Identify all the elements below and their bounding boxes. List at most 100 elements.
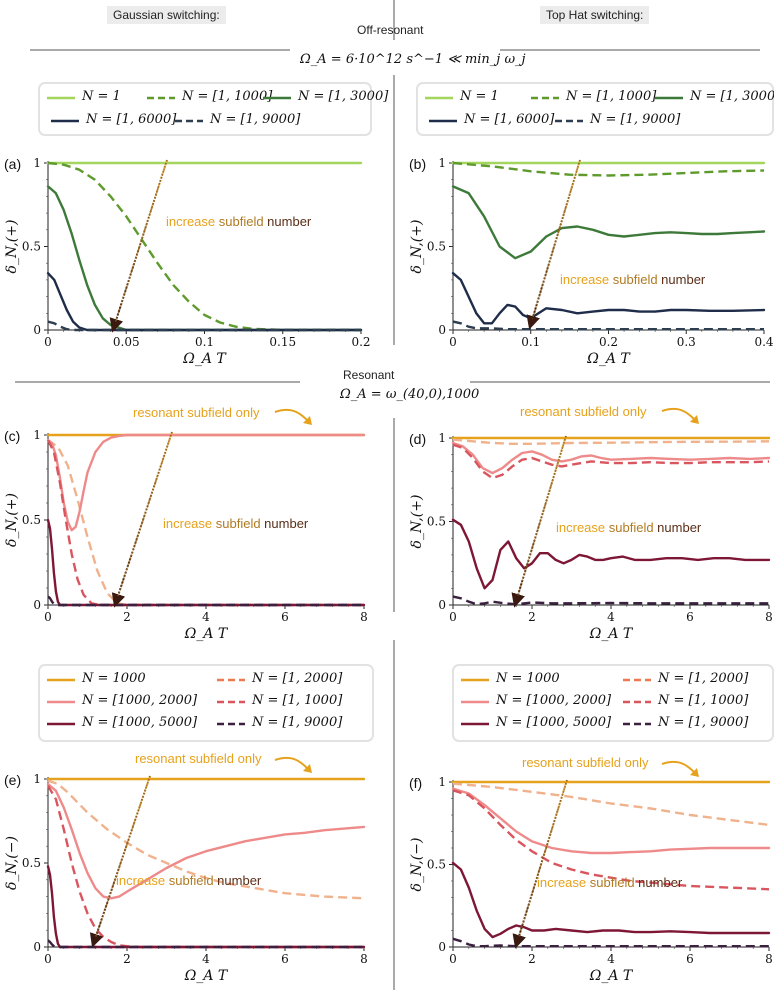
- x-tick-label: 8: [360, 952, 368, 966]
- panel-label: (f): [409, 775, 422, 791]
- legend-swatch: [217, 700, 245, 704]
- legend-label: N = [1, 2000]: [252, 671, 343, 686]
- increase-word: number: [654, 520, 702, 535]
- y-tick-label: 1: [33, 772, 41, 786]
- legend-label: N = [1, 1000]: [566, 89, 657, 104]
- y-tick-label: 0: [438, 940, 446, 954]
- x-tick-label: 4: [202, 952, 210, 966]
- legend-swatch: [217, 722, 245, 726]
- series-line: [47, 161, 361, 332]
- series-line: [451, 518, 771, 590]
- legend-top-left: N = 1 N = [1, 1000] N = [1, 3000] N = [1, 6…: [38, 82, 388, 136]
- resonant-subfield-text: resonant subfield only: [133, 405, 260, 420]
- arrow-line: [109, 159, 168, 333]
- x-tick-label: 0.15: [269, 335, 296, 349]
- y-tick-label: 0: [438, 323, 446, 337]
- x-tick-label: 4: [202, 610, 210, 624]
- x-tick-label: 0: [449, 952, 457, 966]
- y-axis-label: δ_N,(+): [409, 220, 425, 274]
- legend-label: N = 1: [82, 89, 121, 104]
- gaussian-switching-label: Gaussian switching:: [107, 6, 226, 24]
- legend-label: N = [1, 1000]: [252, 693, 343, 708]
- y-tick-label: 0: [438, 598, 446, 612]
- series-line: [451, 272, 766, 325]
- curved-arrow: [661, 407, 697, 422]
- y-tick-label: 0.5: [427, 515, 446, 529]
- panel-label: (d): [409, 431, 426, 447]
- y-tick-label: 0: [33, 323, 41, 337]
- legend-label: N = [1, 6000]: [86, 112, 177, 127]
- legend-label: N = [1, 9000]: [590, 112, 681, 127]
- chart-c: 0 2 4 6 8 0 0.5 1 Ω_A T δ_N,(+) (c): [4, 428, 368, 642]
- legend-swatch: [51, 119, 79, 123]
- x-axis-label: Ω_A T: [182, 351, 227, 367]
- series-line: [451, 185, 766, 260]
- increase-word: number: [214, 873, 262, 888]
- increase-word: increase: [166, 214, 215, 229]
- resonant-label: Resonant: [343, 368, 395, 382]
- chart-d: 0 2 4 6 8 0 0.5 1 Ω_A T δ_N,(+) (d): [409, 431, 773, 642]
- increase-word: subfield: [215, 214, 263, 229]
- x-tick-label: 0: [44, 335, 52, 349]
- panel-label: (b): [409, 156, 426, 172]
- chart-a: 0 0.05 0.1 0.15 0.2 0 0.5 1 Ω_A T δ_N,(+) (a): [4, 156, 371, 367]
- series-line: [47, 595, 364, 607]
- increase-subfield-arrow: increase subfield number: [526, 159, 706, 330]
- series-line: [46, 785, 364, 949]
- series-line: [451, 441, 771, 475]
- increase-word: increase: [116, 873, 165, 888]
- x-tick-label: 0.3: [677, 335, 696, 349]
- x-tick-label: 0.2: [351, 335, 370, 349]
- increase-word: number: [658, 272, 706, 287]
- legend-swatch: [263, 96, 291, 100]
- legend-swatch: [623, 700, 651, 704]
- legend-swatch: [47, 700, 75, 704]
- series-line: [452, 438, 770, 445]
- legend-label: N = [1, 2000]: [658, 671, 749, 686]
- increase-subfield-arrow: increase subfield number: [511, 435, 702, 608]
- x-tick-label: 6: [686, 952, 694, 966]
- y-tick-label: 0.5: [22, 513, 41, 527]
- resonant-subfield-text: resonant subfield only: [520, 404, 647, 419]
- resonant-subfield-annotation: resonant subfield only: [135, 751, 312, 773]
- legend-label: N = [1000, 2000]: [82, 693, 198, 708]
- y-tick-label: 0.5: [22, 856, 41, 870]
- legend-label: N = [1, 3000]: [690, 89, 774, 104]
- x-tick-label: 8: [765, 610, 773, 624]
- legend-swatch: [461, 700, 489, 704]
- resonant-subfield-annotation: resonant subfield only: [520, 404, 699, 424]
- y-tick-label: 0.5: [427, 240, 446, 254]
- arrow-line-dots: [527, 159, 581, 330]
- x-tick-label: 0.1: [195, 335, 214, 349]
- y-tick-label: 1: [33, 428, 41, 442]
- series-line: [452, 320, 764, 331]
- series-line: [47, 779, 365, 900]
- series-line: [452, 595, 769, 606]
- resonant-subfield-annotation: resonant subfield only: [133, 405, 312, 425]
- increase-subfield-text: increase subfield number: [560, 272, 706, 287]
- increase-word: subfield: [165, 873, 213, 888]
- legend-bottom-left: N = 1000 N = [1, 2000] N = [1000, 2000] N =…: [38, 664, 374, 742]
- legend-swatch: [425, 96, 453, 100]
- resonant-equation: Ω_A = ω_(40,0),1000: [339, 387, 479, 402]
- y-axis-label: δ_N,(−): [4, 836, 20, 890]
- legend-swatch: [47, 678, 75, 682]
- panel-label: (a): [4, 156, 21, 172]
- chart-f: 0 2 4 6 8 0 0.5 1 Ω_A T δ_N,(−) (f): [409, 775, 773, 984]
- chart-b: 0 0.1 0.2 0.3 0.4 0 0.5 1 Ω_A T δ_N,(+) (b): [409, 156, 774, 367]
- legend-swatch: [429, 119, 457, 123]
- arrow-line-dots: [112, 431, 173, 608]
- legend-bottom-right: N = 1000 N = [1, 2000] N = [1000, 2000] N =…: [452, 664, 774, 742]
- legend-swatch: [623, 678, 651, 682]
- panel-label: (e): [4, 772, 21, 788]
- series-line: [451, 861, 771, 939]
- legend-swatch: [555, 119, 583, 123]
- increase-word: number: [264, 214, 312, 229]
- legend-swatch: [47, 96, 75, 100]
- y-tick-label: 1: [33, 156, 41, 170]
- legend-label: N = [1, 1000]: [182, 89, 273, 104]
- x-tick-label: 0.4: [754, 335, 773, 349]
- x-axis-label: Ω_A T: [586, 351, 631, 367]
- curved-arrow-head: [690, 768, 699, 777]
- legend-top-right: N = 1 N = [1, 1000] N = [1, 3000] N = [1, 6…: [416, 82, 774, 136]
